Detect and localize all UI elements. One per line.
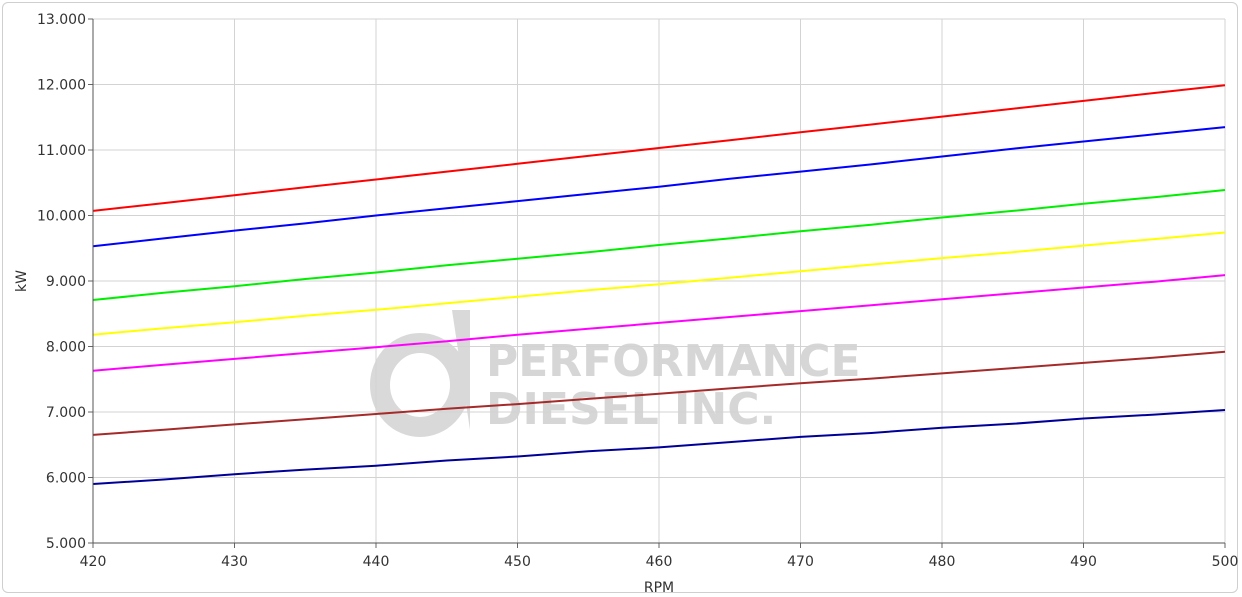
series-line-4 [92,231,1226,336]
y-tick-label: 13.000 [37,12,86,28]
x-tick-label: 430 [221,554,248,570]
x-tick-label: 470 [787,554,814,570]
y-tick-label: 5.000 [46,536,86,552]
y-tick-label: 7.000 [46,405,86,421]
x-tick-label: 490 [1070,554,1097,570]
series-line-5 [92,274,1226,372]
x-axis-title: RPM [644,580,674,596]
watermark-line2: DIESEL INC. [486,384,776,435]
x-tick-label: 450 [504,554,531,570]
series-line-3 [92,189,1226,301]
watermark-logo-bowl [370,333,470,437]
y-tick-label: 6.000 [46,471,86,487]
y-tick-label: 12.000 [37,78,86,94]
series-line-7 [92,409,1226,485]
watermark-line1: PERFORMANCE [486,336,861,387]
y-tick-label: 9.000 [46,274,86,290]
series-line-1 [92,84,1226,212]
series-line-2 [92,126,1226,248]
grid [92,18,1226,544]
x-tick-label: 440 [363,554,390,570]
x-tick-label: 420 [80,554,107,570]
series-group [92,84,1226,485]
axes: 420 430 440 450 460 470 480 490 500 5.000 6.000 7.0… [37,12,1238,570]
y-tick-label: 8.000 [46,340,86,356]
y-tick-label: 11.000 [37,143,86,159]
x-tick-label: 500 [1212,554,1239,570]
x-tick-label: 460 [646,554,673,570]
x-tick-label: 480 [929,554,956,570]
series-line-6 [92,350,1226,436]
y-axis-title: kW [14,270,30,292]
watermark: PERFORMANCE DIESEL INC. [370,310,861,437]
y-tick-label: 10.000 [37,209,86,225]
